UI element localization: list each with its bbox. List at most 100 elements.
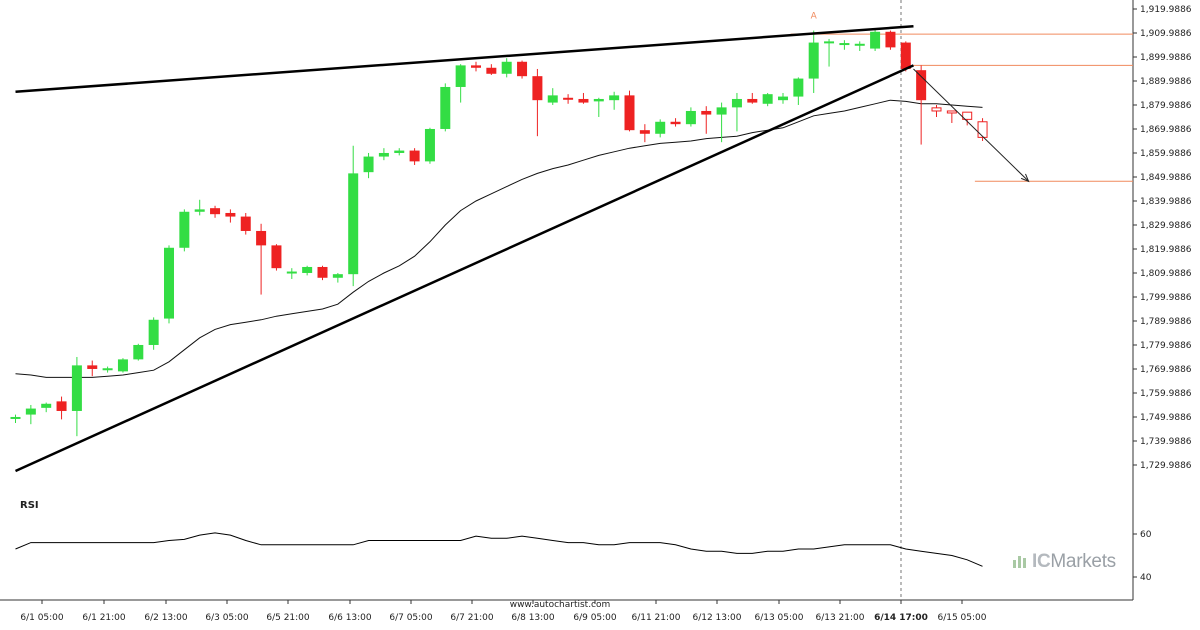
y-tick-label: 1,779.9886: [1140, 341, 1192, 351]
x-tick-label: 6/12 13:00: [692, 613, 741, 623]
candle-body: [256, 230, 267, 246]
x-tick-label: 6/15 05:00: [937, 613, 986, 623]
rsi-tick-label: 60: [1140, 530, 1152, 540]
candle-body: [517, 61, 528, 77]
candle-body: [578, 98, 589, 103]
y-tick-label: 1,819.9886: [1140, 245, 1192, 255]
candle-body: [486, 67, 497, 74]
x-tick-label: 6/9 05:00: [573, 613, 617, 623]
candle-body: [117, 359, 128, 372]
candle-body: [148, 319, 159, 345]
rsi-tick-label: 40: [1140, 573, 1152, 583]
candle-body: [363, 156, 374, 173]
candle-body: [240, 216, 251, 231]
candle-body: [701, 110, 712, 115]
y-tick-label: 1,769.9886: [1140, 365, 1192, 375]
candle-body: [532, 76, 543, 101]
candle-body: [685, 110, 696, 125]
x-tick-label: 6/8 13:00: [511, 613, 555, 623]
x-tick-label: 6/5 21:00: [266, 613, 310, 623]
candle-body: [563, 97, 574, 100]
candle-body: [870, 31, 881, 49]
candle-body: [731, 98, 742, 108]
candle-body: [639, 130, 650, 134]
candle-body: [793, 78, 804, 97]
y-tick-label: 1,759.9886: [1140, 389, 1192, 399]
candle-body: [624, 95, 635, 131]
candle-body: [824, 41, 835, 44]
candle-body: [593, 98, 604, 102]
candle-body: [317, 266, 328, 278]
x-tick-label: 6/14 17:00: [874, 613, 928, 623]
candle-body: [655, 121, 666, 134]
candle-body: [225, 212, 236, 217]
candle-body: [286, 271, 297, 274]
candle-body-projected: [962, 111, 973, 120]
pattern-marker-label: A: [811, 12, 818, 22]
candle-body: [854, 43, 865, 46]
candle-body: [71, 365, 82, 411]
candle-body: [25, 408, 36, 415]
y-tick-label: 1,809.9886: [1140, 269, 1192, 279]
footer-url: www.autochartist.com: [510, 600, 611, 610]
watermark-prefix: IC: [1032, 551, 1051, 572]
y-tick-label: 1,789.9886: [1140, 317, 1192, 327]
candle-body-projected: [946, 110, 957, 114]
candle-body: [716, 107, 727, 115]
y-tick-label: 1,739.9886: [1140, 437, 1192, 447]
y-tick-label: 1,889.9886: [1140, 77, 1192, 87]
candle-body: [348, 173, 359, 275]
y-tick-label: 1,849.9886: [1140, 173, 1192, 183]
candle-body-projected: [977, 121, 988, 138]
x-tick-label: 6/3 05:00: [205, 613, 249, 623]
rsi-label: RSI: [20, 500, 39, 511]
candle-body: [332, 274, 343, 278]
y-tick-label: 1,899.9886: [1140, 53, 1192, 63]
y-tick-label: 1,749.9886: [1140, 413, 1192, 423]
rsi-line: [15, 532, 983, 567]
y-tick-label: 1,909.9886: [1140, 29, 1192, 39]
candle-body: [885, 31, 896, 48]
candle-body: [210, 208, 221, 215]
candle-body: [394, 150, 405, 153]
candle-body: [547, 95, 558, 103]
x-tick-label: 6/13 21:00: [815, 613, 864, 623]
candle-body: [378, 152, 389, 157]
candle-body: [778, 96, 788, 101]
candle-body: [808, 42, 819, 79]
x-tick-label: 6/7 05:00: [389, 613, 433, 623]
candle-body: [133, 344, 144, 360]
x-tick-label: 6/1 05:00: [20, 613, 64, 623]
candle-body: [424, 128, 435, 162]
candle-body: [900, 42, 911, 69]
candle-body: [409, 150, 420, 162]
forecast-arrow-head: [1020, 173, 1030, 183]
candle-body: [455, 65, 466, 87]
candle-body: [839, 43, 850, 46]
y-tick-label: 1,839.9886: [1140, 197, 1192, 207]
forecast-arrow-line: [913, 68, 1029, 182]
x-tick-label: 6/2 13:00: [144, 613, 188, 623]
y-tick-label: 1,869.9886: [1140, 125, 1192, 135]
candle-body: [87, 365, 98, 369]
candle-body: [670, 121, 681, 125]
candle-body: [179, 211, 190, 248]
moving-average-line: [15, 99, 983, 378]
x-tick-label: 6/7 21:00: [450, 613, 494, 623]
candle-body: [747, 98, 758, 103]
pattern-trend-line: [15, 25, 914, 94]
y-tick-label: 1,729.9886: [1140, 461, 1192, 471]
watermark-bars-icon: [1013, 554, 1029, 568]
candle-body: [56, 401, 67, 411]
candle-body: [916, 70, 927, 101]
y-tick-label: 1,919.9886: [1140, 5, 1192, 15]
y-tick-label: 1,879.9886: [1140, 101, 1192, 111]
candle-body: [762, 94, 773, 104]
candle-body: [194, 209, 205, 212]
candle-body: [271, 245, 282, 269]
candle-body: [41, 403, 52, 408]
candle-body: [471, 65, 481, 68]
icmarkets-watermark: ICMarkets: [1013, 551, 1116, 573]
x-tick-label: 6/11 21:00: [631, 613, 680, 623]
